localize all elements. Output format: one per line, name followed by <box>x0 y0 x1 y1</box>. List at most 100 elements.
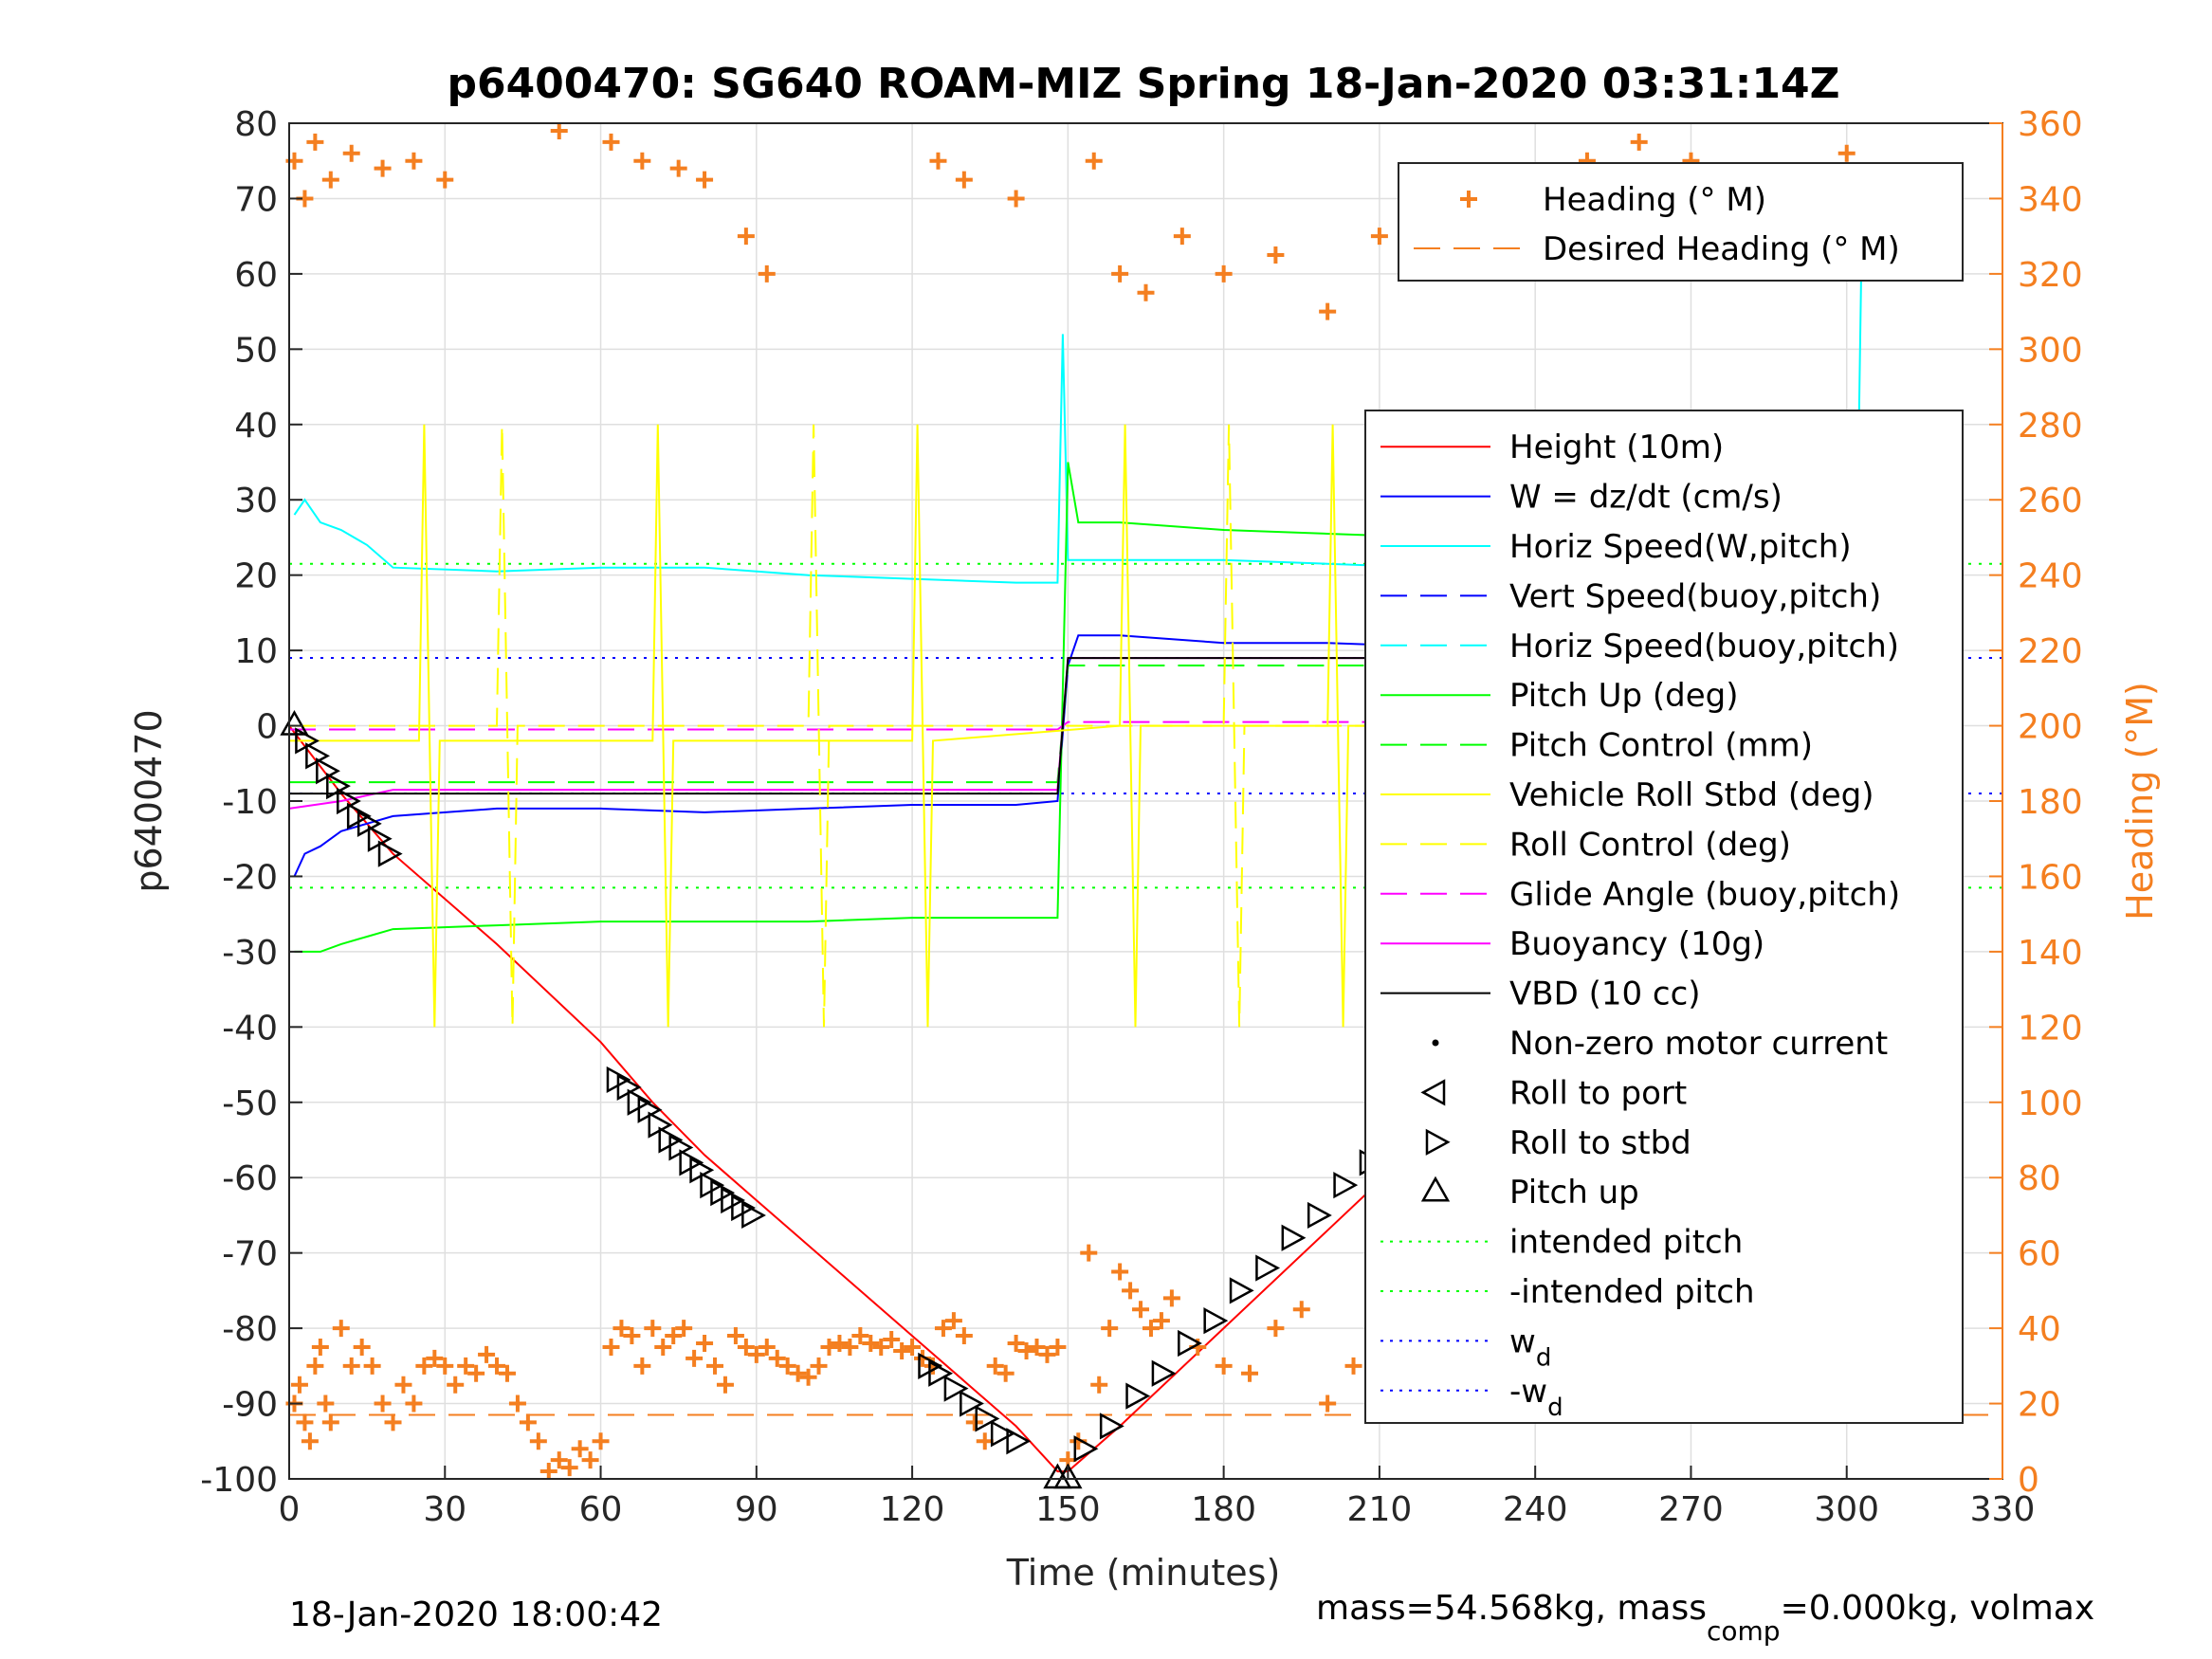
footer-mass-prefix: mass=54.568kg, mass <box>1316 1589 1707 1628</box>
y-tick-label: -60 <box>222 1159 278 1198</box>
heading-marker <box>1090 1376 1108 1394</box>
heading-marker <box>571 1440 589 1458</box>
y2-tick-label: 220 <box>2018 632 2083 671</box>
heading-marker <box>789 1364 807 1382</box>
roll-to-stbd-marker <box>1333 1172 1359 1199</box>
legend-label: W = dz/dt (cm/s) <box>1509 479 1782 517</box>
heading-marker <box>1173 228 1191 246</box>
roll-to-stbd-marker <box>1006 1428 1032 1455</box>
legend-main: Height (10m) W = dz/dt (cm/s) Horiz Speed(… <box>1364 410 1964 1424</box>
axes: 0 30 60 90 120 150 180 210 240 270 300 330-100-90-8… <box>200 105 2082 1529</box>
roll-to-stbd-marker <box>1178 1329 1202 1358</box>
legend-label-text: Pitch Control (mm) <box>1509 727 1813 765</box>
y2-tick-label: 100 <box>2018 1085 2083 1123</box>
heading-marker <box>508 1395 526 1413</box>
heading-marker <box>976 1432 994 1450</box>
heading-marker <box>1137 283 1155 301</box>
heading-marker <box>539 1463 558 1481</box>
heading-marker <box>1028 1338 1046 1356</box>
heading-marker <box>457 1357 475 1375</box>
heading-marker <box>1111 1263 1129 1281</box>
heading-marker <box>737 1338 755 1356</box>
y-tick-label: 20 <box>234 557 278 596</box>
heading-marker <box>550 1451 568 1469</box>
legend-label-text: Buoyancy (10g) <box>1509 925 1764 963</box>
legend-label-text: Heading (° M) <box>1543 181 1766 219</box>
chart-title: p6400470: SG640 ROAM-MIZ Spring 18-Jan-2… <box>447 60 1839 108</box>
legend-label: Roll Control (deg) <box>1509 826 1791 864</box>
legend-label: Glide Angle (buoy,pitch) <box>1509 876 1900 914</box>
y-tick-label: 40 <box>234 407 278 446</box>
heading-marker <box>311 1338 329 1356</box>
legend-swatch <box>1460 191 1477 208</box>
heading-marker <box>862 1335 880 1352</box>
legend-label-text: Horiz Speed(W,pitch) <box>1509 528 1852 566</box>
legend-label: Horiz Speed(buoy,pitch) <box>1509 628 1899 665</box>
x-tick-label: 300 <box>1814 1490 1879 1529</box>
legend-label-text: VBD (10 cc) <box>1509 975 1701 1013</box>
heading-marker <box>602 133 620 151</box>
legend-label-sub: d <box>1536 1343 1552 1372</box>
roll-to-stbd-marker <box>960 1390 984 1417</box>
heading-marker <box>363 1357 381 1375</box>
heading-marker <box>394 1376 412 1394</box>
y-tick-label: 50 <box>234 331 278 370</box>
heading-marker <box>669 159 687 177</box>
y2-tick-label: 260 <box>2018 482 2083 520</box>
y2-tick-label: 300 <box>2018 331 2083 370</box>
heading-marker <box>831 1335 849 1352</box>
legend-label: Vert Speed(buoy,pitch) <box>1509 577 1881 615</box>
legend-label-text: intended pitch <box>1509 1224 1743 1262</box>
heading-marker <box>332 1320 350 1338</box>
legend-box <box>1398 162 1964 282</box>
heading-marker <box>654 1338 672 1356</box>
heading-marker <box>529 1432 547 1450</box>
heading-marker <box>778 1357 796 1375</box>
heading-marker <box>353 1338 371 1356</box>
roll-to-stbd-marker <box>1203 1307 1229 1335</box>
heading-marker <box>1007 1335 1025 1352</box>
y2-tick-label: 20 <box>2018 1386 2061 1425</box>
heading-marker <box>696 171 714 189</box>
heading-marker <box>675 1320 693 1338</box>
y-tick-label: 10 <box>234 632 278 671</box>
heading-marker <box>747 1345 765 1363</box>
heading-marker <box>447 1376 465 1394</box>
legend-label: Pitch Control (mm) <box>1509 727 1813 765</box>
heading-marker <box>1142 1320 1160 1338</box>
legend-label: -wd <box>1509 1373 1563 1422</box>
y2-tick-label: 40 <box>2018 1310 2061 1349</box>
heading-marker <box>317 1395 335 1413</box>
heading-marker <box>1292 1301 1310 1319</box>
footer-mass: mass=54.568kg, masscomp=0.000kg, volmax <box>1316 1589 2094 1647</box>
heading-marker <box>1007 190 1025 208</box>
pitch-up-marker <box>1053 1463 1083 1489</box>
heading-marker <box>965 1413 983 1431</box>
y-tick-label: 70 <box>234 180 278 219</box>
y2-tick-label: 80 <box>2018 1159 2061 1198</box>
y-tick-label: -50 <box>222 1085 278 1123</box>
roll-to-stbd-marker <box>1073 1435 1099 1463</box>
heading-marker <box>342 1357 360 1375</box>
heading-marker <box>851 1327 869 1345</box>
heading-marker <box>1132 1301 1150 1319</box>
heading-marker <box>955 1327 973 1345</box>
y2-tick-label: 60 <box>2018 1235 2061 1274</box>
legend-box <box>1364 410 1964 1424</box>
legend-label: Height (10m) <box>1509 428 1724 466</box>
heading-marker <box>929 152 947 170</box>
heading-marker <box>1080 1244 1098 1262</box>
legend-label-text: Vert Speed(buoy,pitch) <box>1509 577 1881 615</box>
y-tick-label: 30 <box>234 482 278 520</box>
heading-marker <box>301 1432 319 1450</box>
y-tick-label: -90 <box>222 1386 278 1425</box>
x-tick-label: 90 <box>735 1490 778 1529</box>
heading-marker <box>426 1349 444 1367</box>
legend-label-text: -w <box>1509 1373 1547 1411</box>
heading-marker <box>306 133 324 151</box>
x-tick-label: 120 <box>880 1490 945 1529</box>
heading-marker <box>768 1349 786 1367</box>
heading-marker <box>1017 1341 1035 1359</box>
legend-label-sub: d <box>1547 1394 1563 1422</box>
